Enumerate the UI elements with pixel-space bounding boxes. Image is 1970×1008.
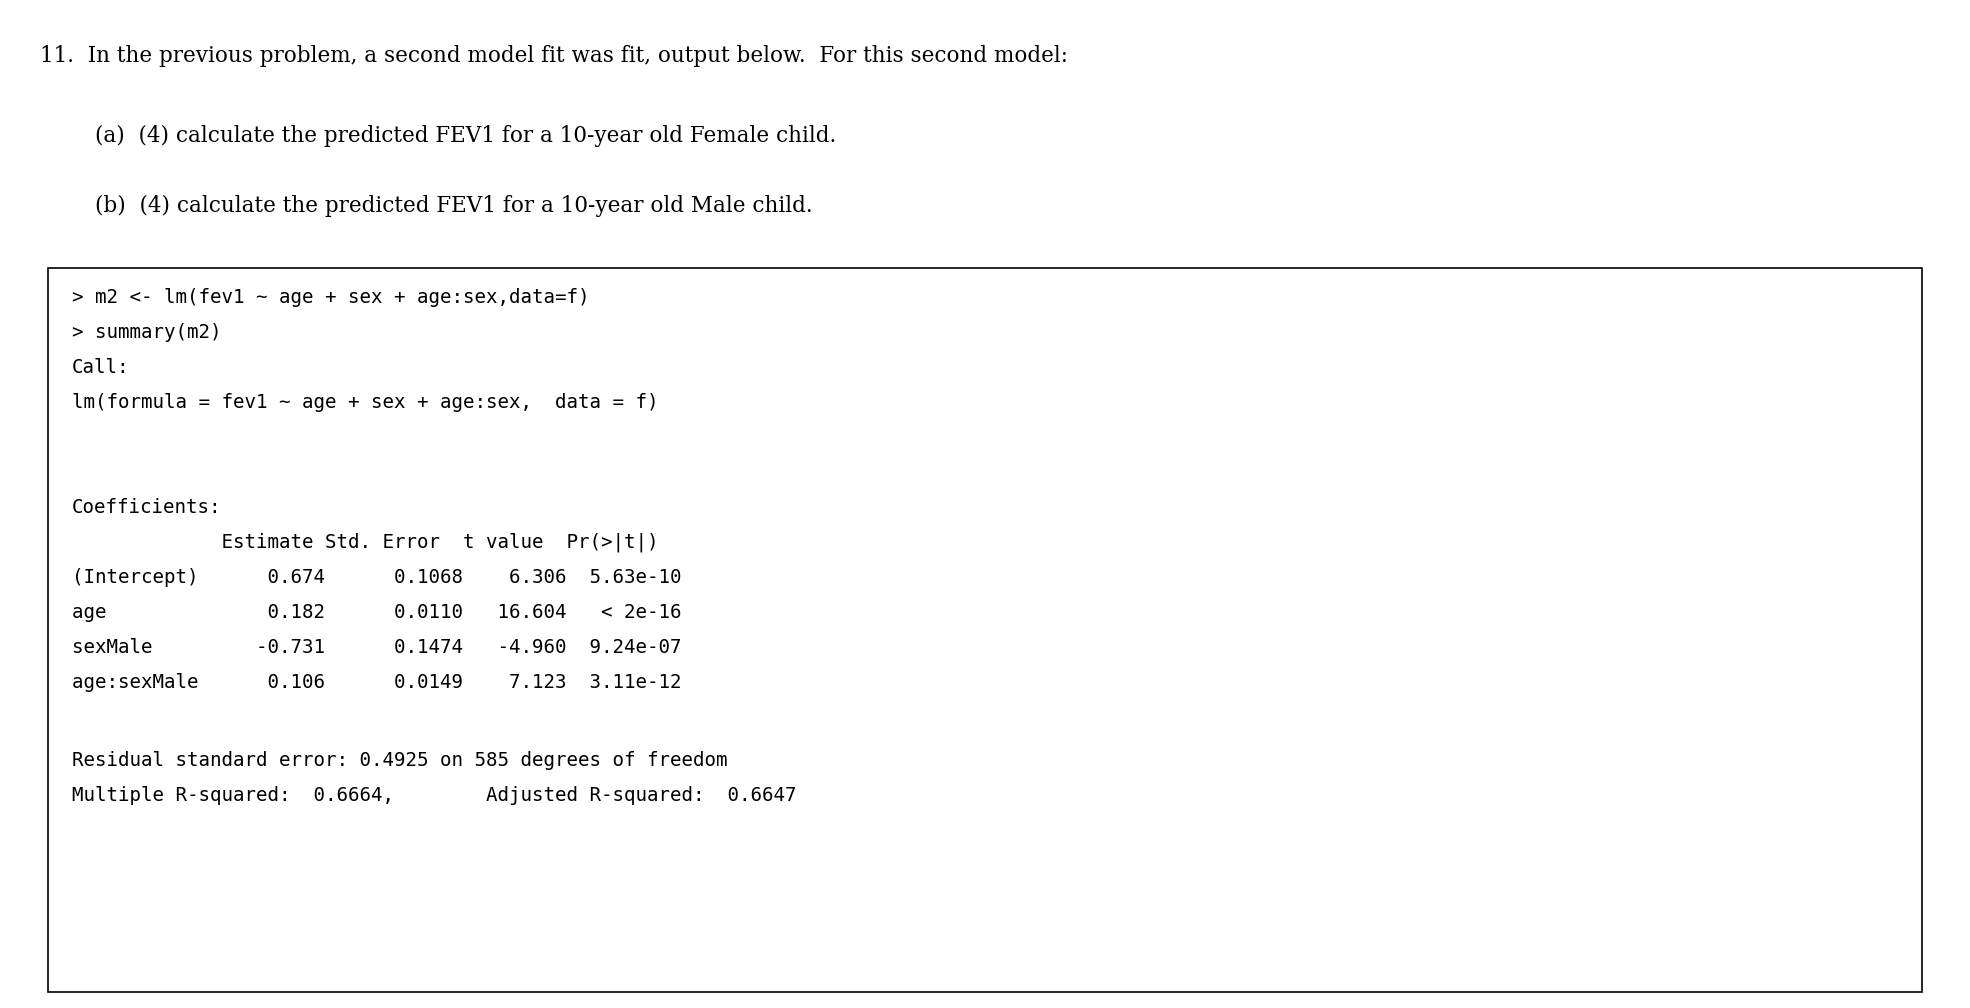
Text: > summary(m2): > summary(m2) [73,323,221,342]
Text: sexMale         -0.731      0.1474   -4.960  9.24e-07: sexMale -0.731 0.1474 -4.960 9.24e-07 [73,638,682,657]
Text: Multiple R-squared:  0.6664,        Adjusted R-squared:  0.6647: Multiple R-squared: 0.6664, Adjusted R-s… [73,786,796,805]
Text: (Intercept)      0.674      0.1068    6.306  5.63e-10: (Intercept) 0.674 0.1068 6.306 5.63e-10 [73,568,682,587]
Text: 11.  In the previous problem, a second model fit was fit, output below.  For thi: 11. In the previous problem, a second mo… [39,45,1068,67]
Bar [47,268,1923,992]
Text: lm(formula = fev1 ~ age + sex + age:sex,  data = f): lm(formula = fev1 ~ age + sex + age:sex,… [73,393,658,412]
Text: > m2 <- lm(fev1 ~ age + sex + age:sex,data=f): > m2 <- lm(fev1 ~ age + sex + age:sex,da… [73,288,589,307]
Text: (a)  (4) calculate the predicted FEV1 for a 10-year old Female child.: (a) (4) calculate the predicted FEV1 for… [95,125,835,147]
Text: Estimate Std. Error  t value  Pr(>|t|): Estimate Std. Error t value Pr(>|t|) [73,533,658,552]
Text: Coefficients:: Coefficients: [73,498,221,517]
Text: Call:: Call: [73,358,130,377]
Text: age:sexMale      0.106      0.0149    7.123  3.11e-12: age:sexMale 0.106 0.0149 7.123 3.11e-12 [73,673,682,692]
Text: (b)  (4) calculate the predicted FEV1 for a 10-year old Male child.: (b) (4) calculate the predicted FEV1 for… [95,195,814,217]
Text: Residual standard error: 0.4925 on 585 degrees of freedom: Residual standard error: 0.4925 on 585 d… [73,751,727,770]
Text: age              0.182      0.0110   16.604   < 2e-16: age 0.182 0.0110 16.604 < 2e-16 [73,603,682,622]
